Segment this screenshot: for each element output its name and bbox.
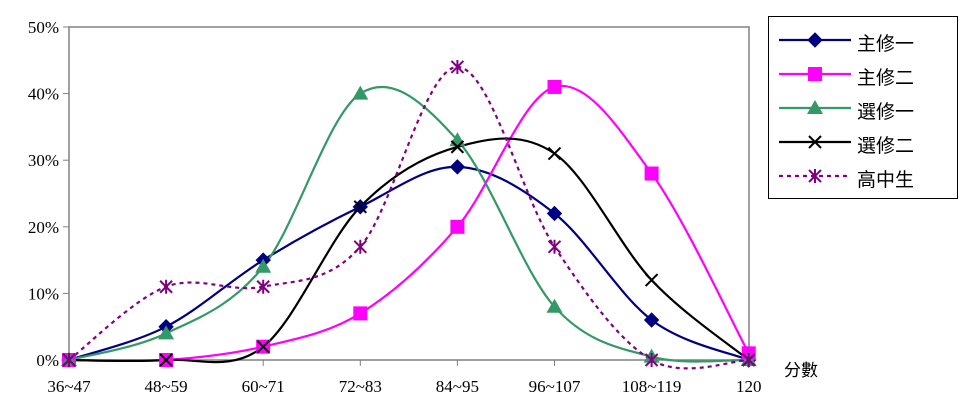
- data-point: [644, 273, 659, 287]
- legend-item: 選修二: [769, 125, 957, 159]
- legend-marker: [808, 169, 822, 183]
- legend-item: 高中生: [769, 159, 957, 193]
- x-tick-label: 120: [736, 377, 762, 396]
- y-axis: 0% 10% 20% 30% 40% 50%: [28, 18, 69, 370]
- legend-swatch: [779, 169, 851, 183]
- legend-marker: [808, 135, 822, 149]
- data-point: [256, 339, 270, 354]
- data-point: [547, 239, 562, 254]
- x-axis: 36~47 48~59 60~71 72~83 84~95 96~107 108~119 12…: [47, 360, 761, 396]
- x-tick-label: 84~95: [436, 377, 479, 396]
- data-point: [353, 239, 368, 254]
- data-point: [449, 159, 466, 175]
- y-tick-label: 30%: [28, 151, 59, 170]
- data-point: [547, 146, 562, 161]
- series-line: [68, 165, 750, 362]
- legend-marker: [807, 32, 823, 48]
- legend: 主修一主修二選修一選修二高中生: [768, 16, 958, 199]
- legend-swatch: [779, 67, 851, 81]
- legend-item: 選修一: [769, 91, 957, 125]
- plot-area: [68, 26, 750, 361]
- data-point: [741, 353, 756, 367]
- data-point: [158, 325, 175, 340]
- x-tick-label: 36~47: [47, 377, 91, 396]
- data-point: [643, 312, 660, 328]
- y-tick-label: 0%: [36, 351, 59, 370]
- data-point: [256, 279, 270, 294]
- data-point: [255, 258, 272, 273]
- x-tick-label: 60~71: [242, 377, 285, 396]
- legend-swatch: [779, 100, 851, 114]
- data-point: [546, 205, 563, 222]
- legend-item: 主修一: [769, 23, 957, 57]
- data-point: [644, 353, 659, 367]
- y-tick-label: 40%: [28, 85, 59, 104]
- data-point: [450, 140, 465, 154]
- legend-marker: [807, 100, 823, 114]
- data-point: [450, 59, 465, 74]
- data-point: [159, 353, 173, 367]
- data-point: [644, 166, 659, 181]
- legend-item: 主修二: [769, 57, 957, 91]
- legend-swatch: [779, 135, 851, 149]
- x-axis-label: 分數: [784, 361, 818, 380]
- x-tick-label: 108~119: [622, 377, 682, 396]
- legend-swatch: [779, 32, 851, 48]
- data-point: [62, 353, 76, 367]
- series-line: [68, 137, 750, 364]
- x-tick-label: 72~83: [339, 377, 382, 396]
- data-point: [159, 279, 173, 294]
- data-point: [547, 79, 562, 94]
- legend-marker: [808, 67, 822, 81]
- y-tick-label: 20%: [28, 218, 59, 237]
- legend-label: 高中生: [857, 169, 915, 191]
- series-markers: [61, 59, 757, 368]
- data-point: [450, 219, 465, 234]
- data-point: [353, 306, 368, 321]
- legend-label: 選修一: [857, 101, 915, 123]
- y-tick-label: 10%: [28, 284, 59, 303]
- series-line: [68, 85, 749, 363]
- legend-label: 主修一: [857, 33, 915, 55]
- legend-label: 選修二: [857, 135, 915, 157]
- x-tick-label: 96~107: [529, 377, 581, 396]
- data-point: [352, 85, 369, 100]
- series-line: [68, 65, 749, 370]
- y-tick-label: 50%: [28, 18, 59, 37]
- data-point: [546, 298, 563, 313]
- data-point: [353, 200, 368, 214]
- legend-label: 主修二: [857, 67, 915, 89]
- x-tick-label: 48~59: [144, 377, 187, 396]
